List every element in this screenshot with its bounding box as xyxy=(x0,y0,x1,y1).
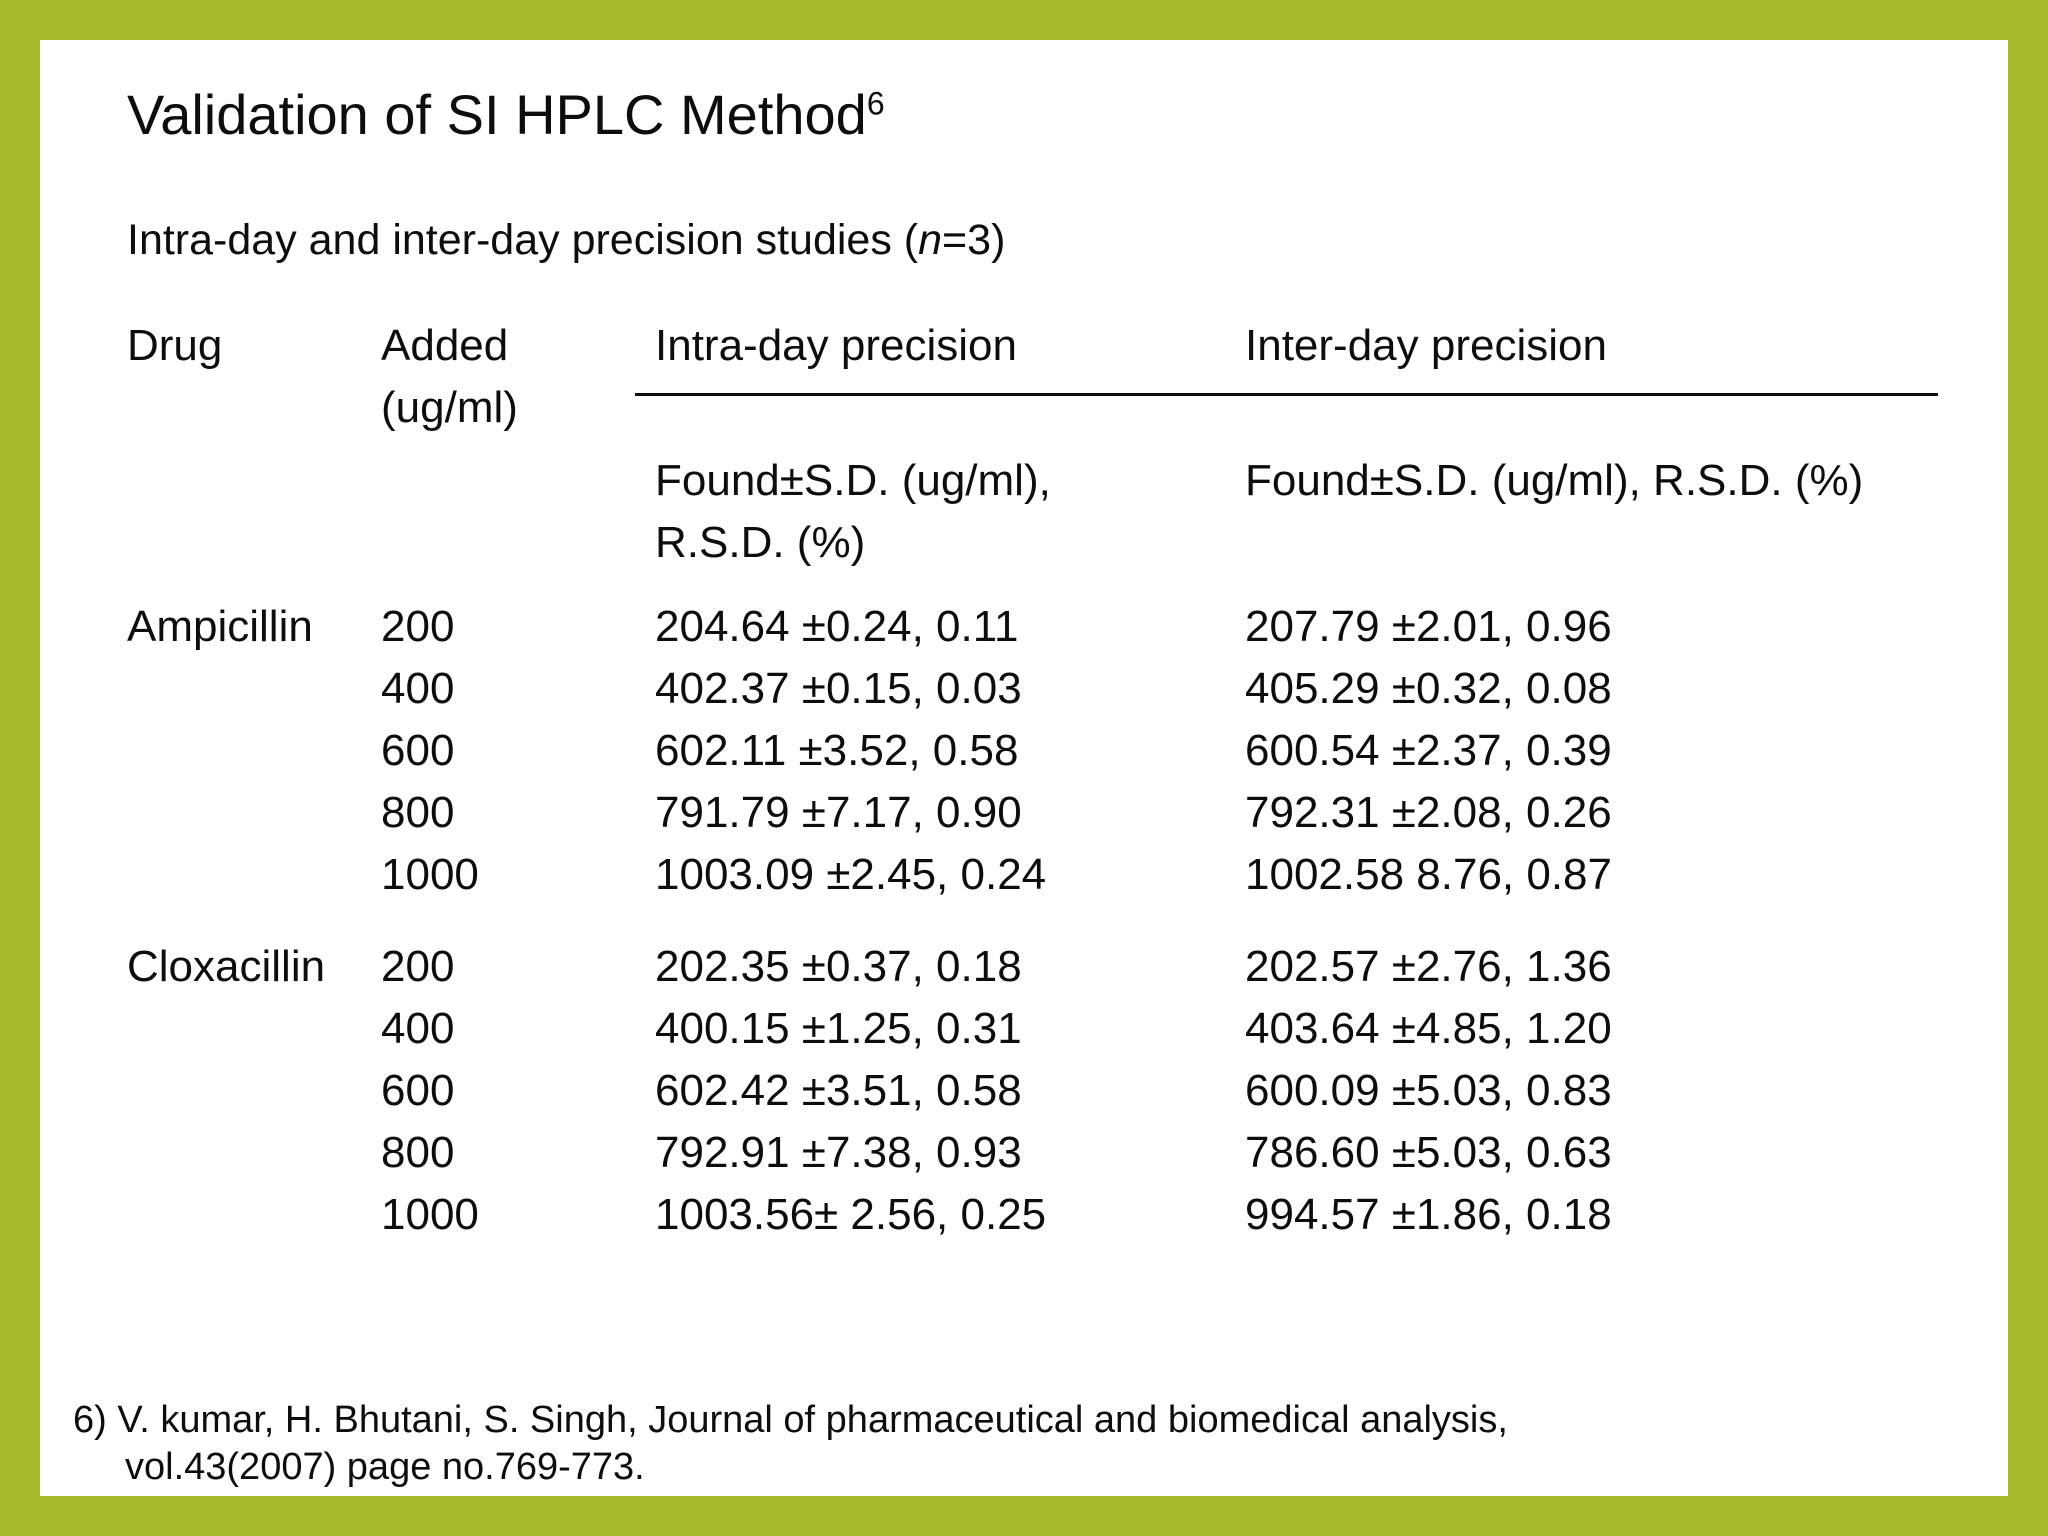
intra-day-value: 1003.56± 2.56, 0.25 xyxy=(655,1190,1047,1239)
subtitle: Intra-day and inter-day precision studie… xyxy=(127,212,2008,268)
inter-day-value: 403.64 ±4.85, 1.20 xyxy=(1245,1004,1612,1053)
intra-day-value: 400.15 ±1.25, 0.31 xyxy=(655,1004,1022,1053)
precision-table: Drug Added (ug/ml) Intra-day precision I… xyxy=(127,315,2008,1246)
added-value: 400 xyxy=(381,664,455,713)
added-value: 600 xyxy=(381,726,455,775)
inter-day-value: 1002.58 8.76, 0.87 xyxy=(1245,850,1612,899)
inter-day-value: 600.54 ±2.37, 0.39 xyxy=(1245,726,1612,775)
column-header-intra-day: Intra-day precision xyxy=(635,315,1243,396)
added-value: 200 xyxy=(381,602,455,651)
subheader-intra-found-line2: R.S.D. (%) xyxy=(655,518,866,567)
inter-day-value: 202.57 ±2.76, 1.36 xyxy=(1245,942,1612,991)
added-value: 200 xyxy=(381,942,455,991)
drug-name: Ampicillin xyxy=(127,602,313,651)
reference-footnote: 6) V. kumar, H. Bhutani, S. Singh, Journ… xyxy=(73,1397,1508,1491)
intra-day-value: 792.91 ±7.38, 0.93 xyxy=(655,1128,1022,1177)
added-value: 800 xyxy=(381,788,455,837)
column-header-added-line1: Added xyxy=(381,321,509,370)
added-value: 600 xyxy=(381,1066,455,1115)
reference-footnote-line2: vol.43(2007) page no.769-773. xyxy=(125,1446,645,1488)
inter-day-value: 600.09 ±5.03, 0.83 xyxy=(1245,1066,1612,1115)
page-title: Validation of SI HPLC Method6 xyxy=(127,82,2008,148)
subheader-inter-found: Found±S.D. (ug/ml), R.S.D. (%) xyxy=(1245,456,1864,505)
intra-day-value: 204.64 ±0.24, 0.11 xyxy=(655,602,1019,651)
added-value: 1000 xyxy=(381,850,479,899)
intra-day-value: 1003.09 ±2.45, 0.24 xyxy=(655,850,1047,899)
drug-group-ampicillin: Ampicillin 200 204.64 ±0.24, 0.11 207.79… xyxy=(127,596,2008,906)
inter-day-value: 207.79 ±2.01, 0.96 xyxy=(1245,602,1612,651)
table-header: Drug Added (ug/ml) Intra-day precision I… xyxy=(127,315,2008,574)
slide: Validation of SI HPLC Method6 Intra-day … xyxy=(40,40,2008,1496)
intra-day-value: 791.79 ±7.17, 0.90 xyxy=(655,788,1022,837)
column-header-added: Added (ug/ml) xyxy=(377,315,635,574)
intra-day-value: 602.11 ±3.52, 0.58 xyxy=(655,726,1019,775)
added-value: 800 xyxy=(381,1128,455,1177)
added-value: 400 xyxy=(381,1004,455,1053)
subtitle-n-italic: n xyxy=(918,216,943,264)
subheader-intra-found-line1: Found±S.D. (ug/ml), xyxy=(655,456,1051,505)
added-value: 1000 xyxy=(381,1190,479,1239)
intra-day-value: 202.35 ±0.37, 0.18 xyxy=(655,942,1022,991)
intra-day-value: 602.42 ±3.51, 0.58 xyxy=(655,1066,1022,1115)
subheader-intra-found: Found±S.D. (ug/ml), R.S.D. (%) xyxy=(635,396,1243,574)
inter-day-value: 405.29 ±0.32, 0.08 xyxy=(1245,664,1612,713)
inter-day-value: 792.31 ±2.08, 0.26 xyxy=(1245,788,1612,837)
subtitle-suffix: =3) xyxy=(942,216,1006,264)
subtitle-prefix: Intra-day and inter-day precision studie… xyxy=(127,216,919,264)
column-header-added-line2: (ug/ml) xyxy=(381,383,518,432)
reference-footnote-line1: 6) V. kumar, H. Bhutani, S. Singh, Journ… xyxy=(73,1399,1508,1441)
intra-day-value: 402.37 ±0.15, 0.03 xyxy=(655,664,1022,713)
drug-name: Cloxacillin xyxy=(127,942,326,991)
column-header-drug: Drug xyxy=(127,321,223,370)
drug-group-cloxacillin: Cloxacillin 200 202.35 ±0.37, 0.18 202.5… xyxy=(127,936,2008,1246)
inter-day-value: 994.57 ±1.86, 0.18 xyxy=(1245,1190,1612,1239)
slide-content: Validation of SI HPLC Method6 Intra-day … xyxy=(40,82,2008,1246)
page-title-text: Validation of SI HPLC Method xyxy=(127,83,867,146)
column-header-inter-day: Inter-day precision xyxy=(1243,315,1938,396)
title-footnote-marker: 6 xyxy=(866,85,885,122)
inter-day-value: 786.60 ±5.03, 0.63 xyxy=(1245,1128,1612,1177)
